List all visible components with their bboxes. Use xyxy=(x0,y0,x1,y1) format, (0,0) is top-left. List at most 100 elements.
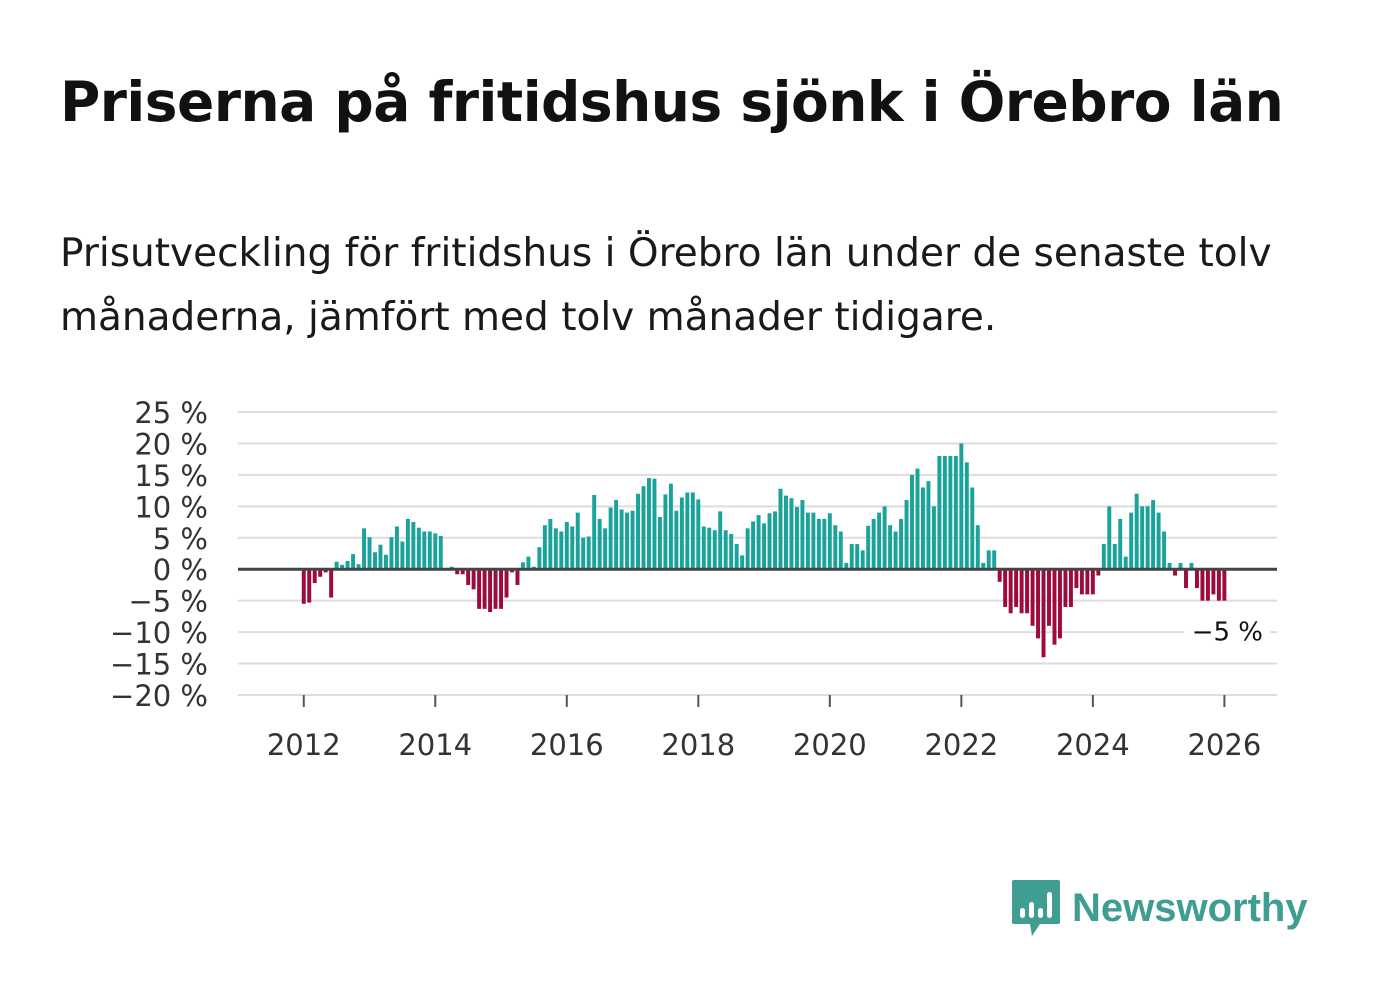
bar xyxy=(679,497,684,570)
bar xyxy=(422,531,427,570)
bar xyxy=(663,494,668,570)
bar xyxy=(975,525,980,570)
bar xyxy=(394,526,399,570)
bar xyxy=(827,513,832,570)
bar xyxy=(383,554,388,570)
bar xyxy=(789,498,794,570)
bar xyxy=(1063,569,1068,607)
bar xyxy=(504,569,509,598)
bar xyxy=(833,525,838,570)
bar xyxy=(740,555,745,570)
bar xyxy=(899,518,904,570)
bar xyxy=(499,569,504,609)
bar xyxy=(356,564,361,570)
bar xyxy=(1090,569,1095,595)
bar xyxy=(312,569,317,584)
bar xyxy=(1151,500,1156,570)
bar xyxy=(674,510,679,570)
bar xyxy=(959,443,964,570)
x-tick-label: 2012 xyxy=(267,728,341,762)
bar xyxy=(657,517,662,570)
bar xyxy=(1057,569,1062,639)
bar xyxy=(696,499,701,570)
bar xyxy=(1025,569,1030,614)
bar xyxy=(1019,569,1024,614)
bar xyxy=(1014,569,1019,607)
bar xyxy=(718,511,723,570)
x-tick-label: 2018 xyxy=(661,728,735,762)
bar xyxy=(301,569,306,604)
bar xyxy=(997,569,1002,582)
bar xyxy=(433,533,438,570)
bar xyxy=(729,534,734,570)
bar xyxy=(893,531,898,570)
bar xyxy=(482,569,487,609)
bar xyxy=(373,552,377,570)
bar xyxy=(1003,569,1008,607)
bar xyxy=(800,500,805,570)
bar xyxy=(756,515,761,570)
last-value-annotation: −5 % xyxy=(1184,614,1271,649)
bar xyxy=(520,562,525,570)
bar xyxy=(1162,531,1167,570)
bar xyxy=(871,518,876,570)
bar xyxy=(1145,506,1150,570)
x-tick-label: 2016 xyxy=(530,728,604,762)
annotation-background xyxy=(1184,614,1271,649)
bar xyxy=(734,544,739,570)
y-tick-label: −15 % xyxy=(110,648,208,682)
bar xyxy=(586,536,591,570)
bar xyxy=(849,544,854,570)
bar xyxy=(564,522,569,570)
bar xyxy=(707,527,712,570)
bar xyxy=(1178,562,1183,570)
brand-name: Newsworthy xyxy=(1072,885,1308,930)
bar xyxy=(1112,544,1117,570)
bar-series xyxy=(301,443,1227,658)
bar xyxy=(510,569,514,573)
bar xyxy=(685,492,690,570)
bar xyxy=(931,506,936,570)
bar xyxy=(400,541,405,570)
bar xyxy=(460,569,465,575)
bar xyxy=(712,530,717,570)
bar xyxy=(1074,569,1079,589)
newsworthy-logo-icon xyxy=(1012,880,1060,936)
bar xyxy=(855,544,860,570)
bar xyxy=(559,531,564,570)
bar xyxy=(378,544,383,570)
bar xyxy=(1222,569,1227,601)
x-tick-label: 2014 xyxy=(398,728,472,762)
bar xyxy=(515,569,520,585)
bar xyxy=(701,526,706,570)
bar xyxy=(1156,512,1161,570)
bar xyxy=(1085,569,1090,595)
bar xyxy=(493,569,498,609)
bar xyxy=(548,518,553,570)
bar xyxy=(427,531,432,570)
bar xyxy=(340,564,345,570)
bar xyxy=(778,488,783,570)
bar xyxy=(811,512,816,570)
bar xyxy=(1129,512,1134,570)
bar xyxy=(1068,569,1073,607)
bar xyxy=(1030,569,1035,626)
bar xyxy=(367,537,372,570)
bar xyxy=(953,456,958,570)
x-tick-label: 2026 xyxy=(1187,728,1261,762)
bar xyxy=(603,528,608,570)
bar xyxy=(981,562,986,570)
bar xyxy=(405,518,410,570)
bar xyxy=(1052,569,1057,645)
bar xyxy=(882,506,887,570)
bar xyxy=(466,569,471,585)
y-axis: 25 %20 %15 %10 %5 %0 %−5 %−10 %−15 %−20 … xyxy=(110,396,208,713)
bar xyxy=(910,474,914,570)
bar xyxy=(1134,493,1139,570)
bar xyxy=(1041,569,1046,658)
y-tick-label: −5 % xyxy=(128,585,208,619)
x-tick-label: 2022 xyxy=(924,728,998,762)
bar xyxy=(762,523,767,570)
bar xyxy=(1184,569,1188,589)
bar xyxy=(614,500,619,570)
